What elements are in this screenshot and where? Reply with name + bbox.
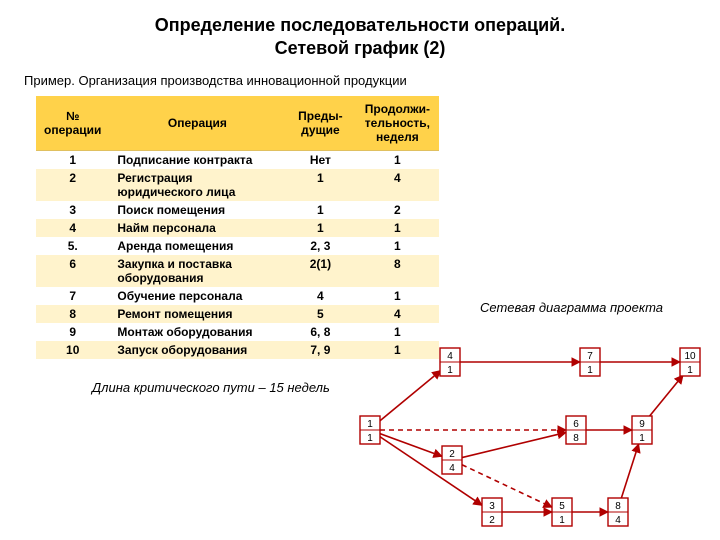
cell-duration: 8 <box>355 255 439 287</box>
svg-text:1: 1 <box>587 365 593 376</box>
network-edge <box>621 444 638 498</box>
svg-text:1: 1 <box>687 365 693 376</box>
svg-text:7: 7 <box>587 351 593 362</box>
cell-number: 3 <box>36 201 109 219</box>
cell-operation: Подписание контракта <box>109 151 285 170</box>
cell-number: 6 <box>36 255 109 287</box>
table-row: 4Найм персонала11 <box>36 219 439 237</box>
cell-operation: Монтаж оборудования <box>109 323 285 341</box>
table-row: 2Регистрация юридического лица14 <box>36 169 439 201</box>
col-operation: Операция <box>109 96 285 151</box>
network-node: 11 <box>360 416 380 444</box>
svg-text:8: 8 <box>573 433 579 444</box>
cell-duration: 4 <box>355 169 439 201</box>
cell-operation: Аренда помещения <box>109 237 285 255</box>
cell-duration: 1 <box>355 287 439 305</box>
svg-text:10: 10 <box>684 351 696 362</box>
cell-number: 2 <box>36 169 109 201</box>
svg-text:8: 8 <box>615 501 621 512</box>
cell-prev: 1 <box>285 219 355 237</box>
network-node: 84 <box>608 498 628 526</box>
cell-prev: Нет <box>285 151 355 170</box>
table-row: 6Закупка и поставка оборудования2(1)8 <box>36 255 439 287</box>
slide-title: Определение последовательности операций.… <box>0 0 720 59</box>
cell-operation: Регистрация юридического лица <box>109 169 285 201</box>
svg-text:4: 4 <box>447 351 453 362</box>
cell-operation: Закупка и поставка оборудования <box>109 255 285 287</box>
cell-number: 1 <box>36 151 109 170</box>
svg-text:4: 4 <box>449 463 455 474</box>
cell-operation: Запуск оборудования <box>109 341 285 359</box>
caption-network: Сетевая диаграмма проекта <box>480 300 663 315</box>
network-node: 41 <box>440 348 460 376</box>
cell-operation: Поиск помещения <box>109 201 285 219</box>
table-row: 1Подписание контрактаНет1 <box>36 151 439 170</box>
network-diagram: 112432415168718491101 <box>330 330 710 530</box>
network-edge <box>649 375 683 417</box>
network-node: 71 <box>580 348 600 376</box>
cell-operation: Ремонт помещения <box>109 305 285 323</box>
operations-table: № операции Операция Преды-дущие Продолжи… <box>36 96 439 359</box>
network-node: 51 <box>552 498 572 526</box>
col-duration: Продолжи-тельность, неделя <box>355 96 439 151</box>
cell-prev: 2, 3 <box>285 237 355 255</box>
cell-number: 7 <box>36 287 109 305</box>
network-node: 91 <box>632 416 652 444</box>
cell-duration: 1 <box>355 151 439 170</box>
svg-text:6: 6 <box>573 419 579 430</box>
title-line2: Сетевой график (2) <box>275 38 446 58</box>
title-line1: Определение последовательности операций. <box>155 15 566 35</box>
slide-subtitle: Пример. Организация производства инновац… <box>0 59 720 96</box>
table-row: 7Обучение персонала41 <box>36 287 439 305</box>
svg-text:1: 1 <box>367 419 373 430</box>
cell-number: 8 <box>36 305 109 323</box>
cell-number: 9 <box>36 323 109 341</box>
cell-number: 4 <box>36 219 109 237</box>
network-node: 101 <box>680 348 700 376</box>
network-edge <box>462 432 566 457</box>
svg-text:5: 5 <box>559 501 565 512</box>
svg-text:1: 1 <box>559 515 565 526</box>
cell-duration: 1 <box>355 219 439 237</box>
cell-duration: 1 <box>355 237 439 255</box>
network-edge <box>379 371 441 422</box>
cell-prev: 1 <box>285 201 355 219</box>
cell-number: 5. <box>36 237 109 255</box>
cell-duration: 4 <box>355 305 439 323</box>
table-row: 5.Аренда помещения2, 31 <box>36 237 439 255</box>
svg-text:1: 1 <box>639 433 645 444</box>
network-node: 32 <box>482 498 502 526</box>
cell-prev: 1 <box>285 169 355 201</box>
svg-text:2: 2 <box>489 515 495 526</box>
network-edge <box>380 437 482 506</box>
svg-text:2: 2 <box>449 449 455 460</box>
cell-number: 10 <box>36 341 109 359</box>
cell-duration: 2 <box>355 201 439 219</box>
col-number: № операции <box>36 96 109 151</box>
svg-text:3: 3 <box>489 501 495 512</box>
table-row: 8Ремонт помещения54 <box>36 305 439 323</box>
svg-text:9: 9 <box>639 419 645 430</box>
svg-text:1: 1 <box>367 433 373 444</box>
col-prev: Преды-дущие <box>285 96 355 151</box>
caption-critical-path: Длина критического пути – 15 недель <box>92 380 330 395</box>
table-row: 3Поиск помещения12 <box>36 201 439 219</box>
cell-prev: 5 <box>285 305 355 323</box>
svg-text:1: 1 <box>447 365 453 376</box>
cell-prev: 4 <box>285 287 355 305</box>
network-node: 24 <box>442 446 462 474</box>
network-node: 68 <box>566 416 586 444</box>
cell-operation: Найм персонала <box>109 219 285 237</box>
cell-prev: 2(1) <box>285 255 355 287</box>
network-edge <box>380 434 442 457</box>
cell-operation: Обучение персонала <box>109 287 285 305</box>
svg-text:4: 4 <box>615 515 621 526</box>
